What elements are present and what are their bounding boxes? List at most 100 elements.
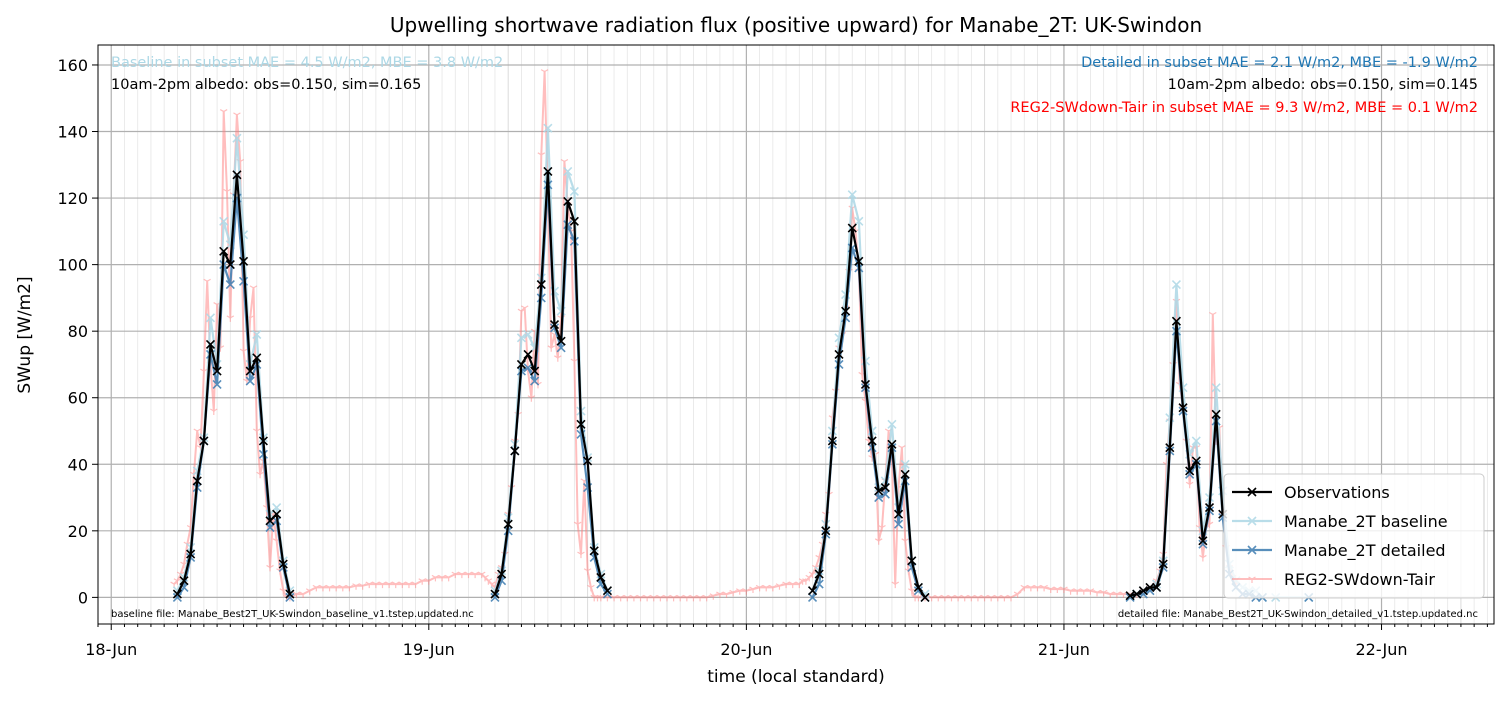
data-point <box>560 158 569 166</box>
data-point <box>980 594 989 602</box>
data-point <box>543 166 553 177</box>
x-tick-label: 22-Jun <box>1356 640 1408 659</box>
data-point <box>173 578 182 585</box>
data-point <box>913 582 923 592</box>
legend-marker <box>1248 576 1256 583</box>
data-point <box>941 594 949 602</box>
data-point <box>1138 586 1148 596</box>
data-point <box>411 581 420 589</box>
data-point <box>225 260 235 270</box>
data-point <box>623 594 632 602</box>
data-point <box>854 256 864 266</box>
data-point <box>563 166 573 177</box>
chart-title: Upwelling shortwave radiation flux (posi… <box>390 13 1202 37</box>
y-tick-label: 120 <box>57 189 88 208</box>
data-point <box>425 578 433 585</box>
data-point <box>537 152 546 159</box>
data-point <box>570 358 579 366</box>
baseline-error-annotation: Baseline in subset MAE = 4.5 W/m2, MBE =… <box>111 55 503 71</box>
data-point <box>219 109 228 116</box>
data-point <box>233 112 241 119</box>
legend-marker <box>1247 516 1257 526</box>
data-point <box>583 568 592 575</box>
data-point <box>523 349 533 360</box>
data-point <box>1027 584 1035 592</box>
data-point <box>245 376 255 386</box>
data-point <box>239 348 248 356</box>
data-point <box>742 588 751 595</box>
data-point <box>266 564 274 572</box>
data-point <box>1013 591 1022 599</box>
data-point <box>1211 409 1221 419</box>
data-point <box>490 589 500 599</box>
data-point <box>814 569 824 579</box>
series-observations <box>172 166 1228 602</box>
data-point <box>808 571 817 579</box>
y-tick-label: 160 <box>57 56 88 75</box>
data-point <box>210 408 218 416</box>
data-point <box>339 584 347 592</box>
data-point <box>530 376 540 386</box>
data-point <box>523 329 533 340</box>
data-point <box>974 594 982 602</box>
data-point <box>205 339 216 350</box>
y-tick-label: 20 <box>68 522 88 541</box>
data-point <box>332 584 340 592</box>
data-point <box>616 594 625 602</box>
data-point <box>1152 582 1162 592</box>
data-point <box>1132 589 1142 599</box>
y-tick-label: 100 <box>57 256 88 275</box>
data-point <box>596 572 606 582</box>
data-point <box>569 216 579 226</box>
data-point <box>1033 584 1042 592</box>
data-point <box>1040 584 1048 592</box>
data-point <box>735 588 744 595</box>
data-point <box>834 349 844 360</box>
data-point <box>847 223 857 233</box>
data-point <box>398 581 407 589</box>
data-point <box>516 359 526 370</box>
data-point <box>225 280 235 290</box>
data-point <box>530 366 540 376</box>
data-point <box>312 584 321 592</box>
legend-marker <box>1247 545 1257 555</box>
data-point <box>947 594 956 602</box>
data-point <box>663 594 671 602</box>
y-tick-label: 0 <box>78 588 88 607</box>
data-point <box>238 276 249 286</box>
data-point <box>967 594 976 602</box>
data-point <box>1209 312 1217 319</box>
data-point <box>755 584 764 592</box>
data-point <box>1171 280 1181 290</box>
legend-box <box>1223 473 1485 599</box>
data-point <box>299 591 307 599</box>
data-point <box>464 571 473 579</box>
legend-swatch <box>1232 545 1272 555</box>
data-point <box>1199 554 1207 562</box>
data-point <box>729 589 737 597</box>
data-point <box>1158 559 1168 569</box>
data-point <box>569 186 579 196</box>
data-point <box>352 583 360 590</box>
data-point <box>319 584 327 592</box>
legend-swatch <box>1232 576 1272 583</box>
data-point <box>583 456 593 466</box>
data-point <box>458 571 466 579</box>
data-point <box>1093 589 1101 597</box>
data-point <box>285 592 295 602</box>
data-point <box>874 538 883 545</box>
data-point <box>272 502 282 513</box>
data-point <box>1145 582 1155 592</box>
data-point <box>451 571 460 579</box>
series-line <box>176 170 1224 599</box>
data-point <box>709 593 718 600</box>
data-point <box>900 459 910 469</box>
data-point <box>249 285 258 292</box>
legend: Observations Manabe_2T baseline Manabe_2T … <box>1223 473 1485 599</box>
legend-swatch <box>1232 516 1272 526</box>
data-point <box>258 436 268 446</box>
data-point <box>716 591 724 599</box>
data-point <box>245 366 255 376</box>
data-point <box>880 489 890 499</box>
data-point <box>762 584 771 592</box>
